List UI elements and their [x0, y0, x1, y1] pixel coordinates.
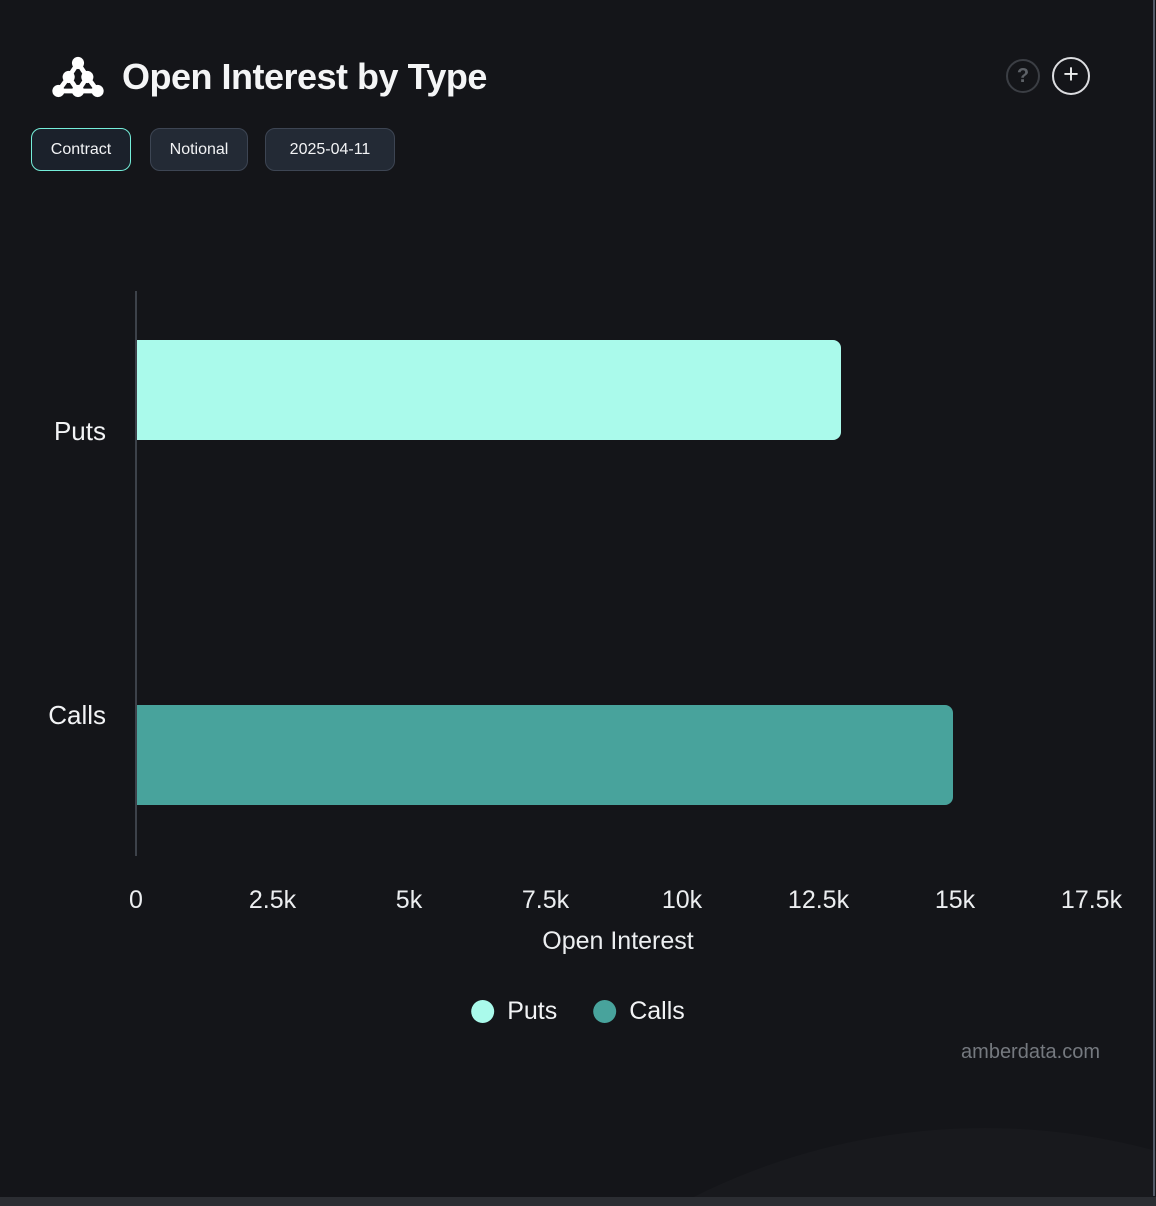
amberdata-logo-icon: [52, 56, 104, 98]
legend-item-calls[interactable]: Calls: [593, 997, 685, 1026]
legend-dot-calls: [593, 1000, 617, 1023]
help-icon[interactable]: ?: [1006, 59, 1040, 93]
legend-label-puts: Puts: [507, 997, 558, 1025]
date-selector[interactable]: 2025-04-11: [265, 128, 395, 171]
vertical-scrollbar[interactable]: [1153, 0, 1155, 1196]
x-tick-10k: 10k: [661, 886, 703, 914]
toggle-notional-label: Notional: [169, 140, 229, 158]
widget-header: Open Interest by Type: [50, 54, 487, 100]
x-tick-2.5k: 2.5k: [248, 886, 297, 914]
horizontal-scrollbar[interactable]: [0, 1197, 1156, 1206]
help-glyph: ?: [1016, 64, 1030, 87]
y-axis-label-puts: Puts: [53, 416, 106, 446]
date-selector-label: 2025-04-11: [289, 140, 371, 158]
toggle-notional[interactable]: Notional: [150, 128, 248, 171]
x-tick-15k: 15k: [934, 886, 976, 914]
bar-calls[interactable]: [137, 705, 954, 805]
x-axis-title: Open Interest: [542, 927, 694, 955]
y-axis-label-calls: Calls: [48, 700, 106, 730]
background-arc-decoration: [335, 1128, 1156, 1206]
chart-legend: Puts Calls: [471, 997, 685, 1026]
add-glyph: +: [1063, 59, 1079, 89]
bar-puts[interactable]: [137, 340, 842, 440]
x-tick-0: 0: [129, 886, 143, 914]
legend-label-calls: Calls: [629, 997, 685, 1025]
watermark-text: amberdata.com: [961, 1041, 1100, 1063]
x-tick-7.5k: 7.5k: [521, 886, 570, 914]
x-tick-5k: 5k: [395, 886, 423, 914]
add-icon[interactable]: +: [1052, 57, 1090, 95]
toggle-contract-label: Contract: [50, 140, 112, 158]
page-title: Open Interest by Type: [122, 56, 487, 97]
x-tick-17.5k: 17.5k: [1060, 886, 1123, 914]
y-axis-line: [135, 291, 137, 856]
toggle-contract[interactable]: Contract: [31, 128, 131, 171]
x-tick-12.5k: 12.5k: [787, 886, 850, 914]
legend-item-puts[interactable]: Puts: [471, 997, 557, 1026]
legend-dot-puts: [471, 1000, 495, 1023]
